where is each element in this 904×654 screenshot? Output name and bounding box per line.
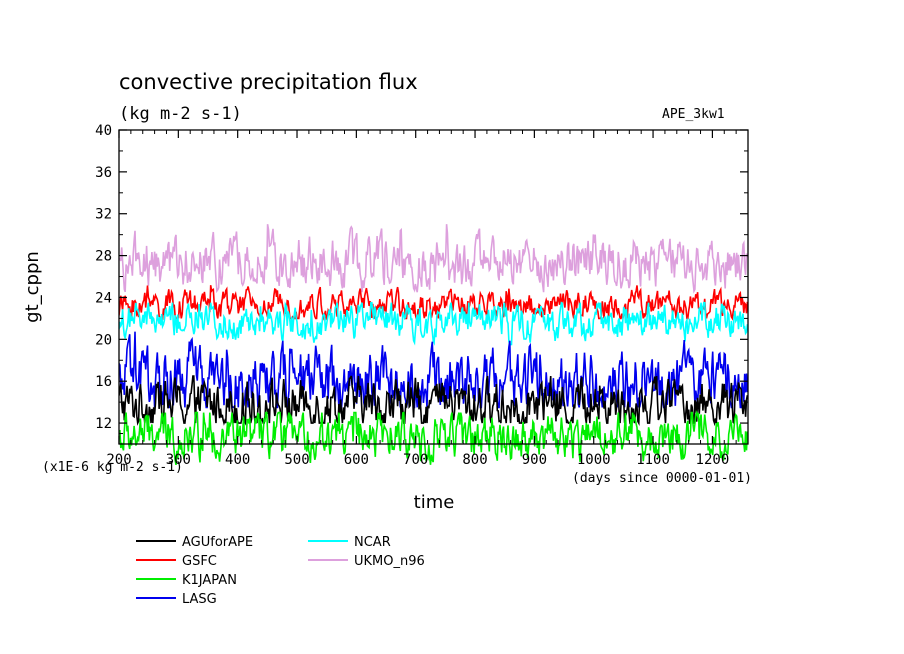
x-tick-label: 900 [522,452,547,468]
chart-subtitle: (kg m-2 s-1) [119,104,242,124]
series-line-k1japan [119,410,748,466]
plot-frame [118,129,749,445]
y-axis-label: gt_cppn [22,251,43,323]
x-axis-units: (days since 0000-01-01) [572,471,752,486]
series-line-ukmo_n96 [119,224,748,294]
series-line-lasg [119,331,748,409]
chart-title: convective precipitation flux [119,70,418,94]
x-tick-label: 400 [225,452,250,468]
x-tick-label: 1100 [636,452,670,468]
x-tick-label: 800 [462,452,487,468]
legend-label: LASG [182,592,217,607]
y-tick-label: 24 [95,290,112,306]
y-tick-label: 16 [95,374,112,390]
legend-label: UKMO_n96 [354,554,425,569]
legend-label: AGUforAPE [182,535,253,550]
y-tick-label: 40 [95,123,112,139]
experiment-label: APE_3kw1 [662,107,725,122]
y-tick-label: 20 [95,332,112,348]
legend-item-ukmo_n96: UKMO_n96 [308,554,425,569]
y-tick-label: 32 [95,207,112,223]
x-axis-label: time [414,492,455,513]
legend-item-aguforape: AGUforAPE [136,535,253,550]
x-tick-label: 500 [284,452,309,468]
x-tick-label: 1000 [577,452,611,468]
ticks-layer: 12 16 20 24 28 32 36 40 200 300 400 500 600 700 800 900… [95,123,748,468]
legend-label: GSFC [182,554,217,569]
legend-item-k1japan: K1JAPAN [136,573,237,588]
x-tick-label: 700 [403,452,428,468]
y-tick-label: 12 [95,416,112,432]
y-tick-label: 36 [95,165,112,181]
y-tick-label: 28 [95,249,112,265]
legend-item-lasg: LASG [136,592,217,607]
y-axis-units: (x1E-6 kg m-2 s-1) [42,460,183,475]
x-tick-label: 300 [166,452,191,468]
series-line-ncar [119,301,748,346]
x-tick-label: 600 [344,452,369,468]
series-line-gsfc [119,285,748,321]
legend-label: NCAR [354,535,391,550]
series-line-aguforape [119,375,748,427]
legend: AGUforAPE GSFC K1JAPAN LASG NCAR UKMO_n96 [136,535,425,607]
legend-item-ncar: NCAR [308,535,391,550]
x-tick-label: 1200 [696,452,730,468]
x-tick-label: 200 [106,452,131,468]
legend-item-gsfc: GSFC [136,554,217,569]
legend-label: K1JAPAN [182,573,237,588]
series-layer [119,224,748,466]
